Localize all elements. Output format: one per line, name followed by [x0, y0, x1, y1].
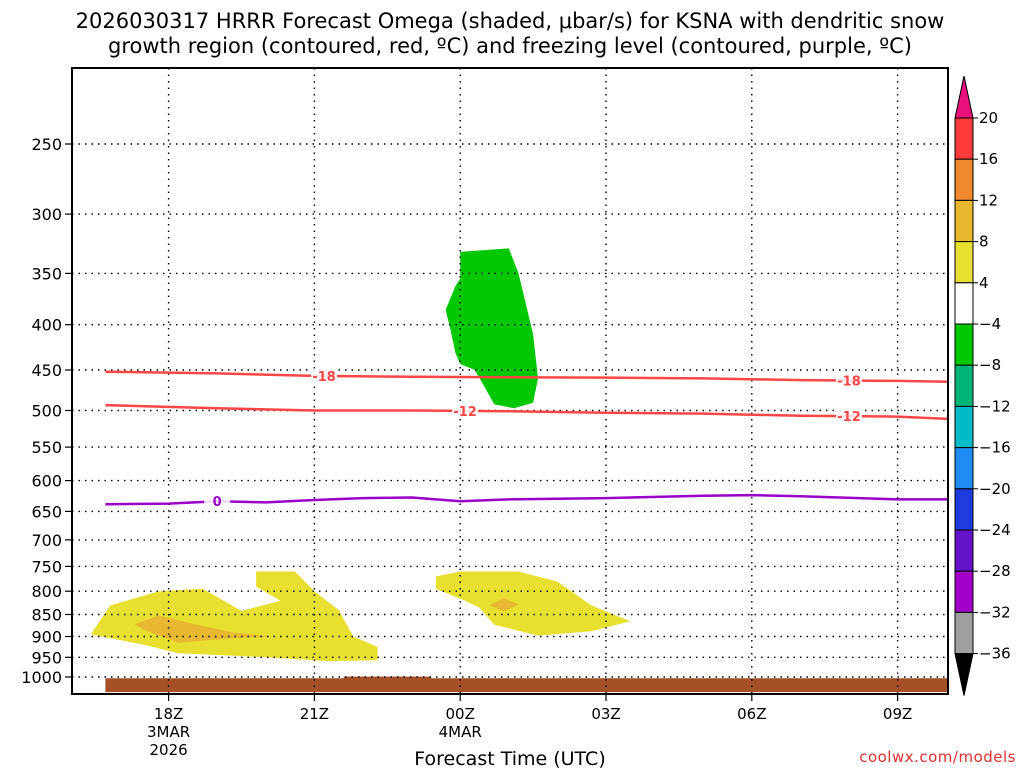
colorbar-tick-label: −16 [979, 439, 1011, 457]
x-tick-date-label: 3MAR [147, 723, 190, 741]
y-tick-label: 600 [31, 472, 62, 491]
x-tick-label: 06Z [737, 705, 766, 723]
freezing-level-label-bg [204, 494, 231, 509]
colorbar-swatch [954, 570, 974, 613]
x-axis-title: Forecast Time (UTC) [414, 748, 605, 768]
omega-yellow-right [435, 571, 631, 636]
y-axis-ticks: 250 300 350 400 450 500 550 600 650 700 750 800 850 9… [21, 135, 72, 687]
colorbar-tick-label: −32 [979, 603, 1011, 621]
y-tick-label: 700 [31, 531, 62, 550]
freezing-level-line [105, 493, 948, 506]
y-tick-label: 450 [31, 361, 62, 380]
surface-ground [105, 676, 948, 693]
y-tick-label: 850 [31, 606, 62, 625]
colorbar-swatch [954, 364, 974, 407]
colorbar-swatch [954, 447, 974, 490]
colorbar-tick-label: 20 [979, 109, 998, 127]
colorbar-swatch [954, 158, 974, 201]
dgz-minus12-label: -12 [453, 405, 477, 420]
colorbar-swatch [954, 611, 974, 655]
plot-frame [71, 67, 949, 695]
x-tick-label: 18Z [154, 705, 183, 723]
x-tick-label: 00Z [446, 705, 475, 723]
colorbar-tick-label: 16 [979, 150, 998, 168]
colorbar-swatch [954, 529, 974, 572]
dgz-minus18-label: -18 [837, 375, 861, 390]
x-tick-label: 09Z [883, 705, 912, 723]
dgz-minus18-label: -18 [312, 370, 336, 385]
colorbar-tick-label: 4 [979, 274, 989, 292]
colorbar-swatch [954, 405, 974, 449]
omega-shading-layer [90, 248, 948, 693]
colorbar-bottom-arrow [954, 653, 974, 696]
colorbar-swatch [954, 241, 974, 284]
colorbar-tick-label: −4 [979, 315, 1001, 333]
dgz-minus18-label-bg [311, 369, 338, 383]
colorbar-tick-label: −36 [979, 645, 1011, 663]
chart-title-line2: growth region (contoured, red, ºC) and f… [108, 34, 912, 58]
colorbar-tick-label: 12 [979, 191, 998, 209]
y-tick-label: 400 [31, 316, 62, 335]
y-tick-label: 500 [31, 402, 62, 421]
omega-orange-right [489, 598, 519, 612]
colorbar-swatch [954, 117, 974, 160]
colorbar-tick-label: −20 [979, 480, 1011, 498]
x-tick-date-label: 4MAR [439, 723, 482, 741]
credit-text: coolwx.com/models [859, 748, 1016, 766]
y-tick-label: 650 [31, 502, 62, 521]
colorbar-tick-label: −12 [979, 397, 1011, 415]
colorbar-swatch [954, 488, 974, 531]
y-tick-label: 350 [31, 264, 62, 283]
x-tick-year-label: 2026 [150, 741, 188, 759]
y-tick-label: 800 [31, 582, 62, 601]
dgz-minus12-label-bg [836, 409, 862, 424]
dgz-minus12-label-bg [452, 403, 479, 418]
colorbar-swatch [954, 323, 974, 366]
dgz-minus12-line [105, 403, 949, 421]
y-tick-label: 1000 [21, 668, 62, 687]
colorbar-tick-label: −24 [979, 521, 1011, 539]
colorbar-tick-label: −28 [979, 562, 1011, 580]
y-tick-label: 900 [31, 628, 62, 647]
colorbar-tick-label: 8 [979, 233, 989, 251]
y-tick-label: 950 [31, 648, 62, 667]
dgz-minus12-label: -12 [837, 410, 861, 425]
colorbar-swatch [954, 282, 974, 325]
y-tick-label: 300 [31, 205, 62, 224]
y-tick-label: 750 [31, 557, 62, 576]
colorbar: 20 16 12 8 4 −4 −8 −12 −16 −20 −24 −28 −32 −36 [954, 75, 1011, 696]
dgz-minus18-label-bg [836, 373, 862, 388]
colorbar-swatch [954, 199, 974, 243]
omega-orange-left [134, 615, 271, 643]
chart-title-line1: 2026030317 HRRR Forecast Omega (shaded, … [76, 9, 945, 33]
x-tick-label: 03Z [591, 705, 620, 723]
y-tick-label: 550 [31, 438, 62, 457]
freezing-level-label: 0 [213, 495, 222, 510]
colorbar-top-arrow [954, 75, 974, 119]
x-tick-label: 21Z [300, 705, 329, 723]
y-tick-label: 250 [31, 135, 62, 154]
omega-yellow-left [90, 571, 378, 662]
contour-layer: -18 -18 -12 -12 0 [105, 369, 949, 510]
omega-green-upper [445, 248, 538, 409]
colorbar-tick-label: −8 [979, 356, 1001, 374]
